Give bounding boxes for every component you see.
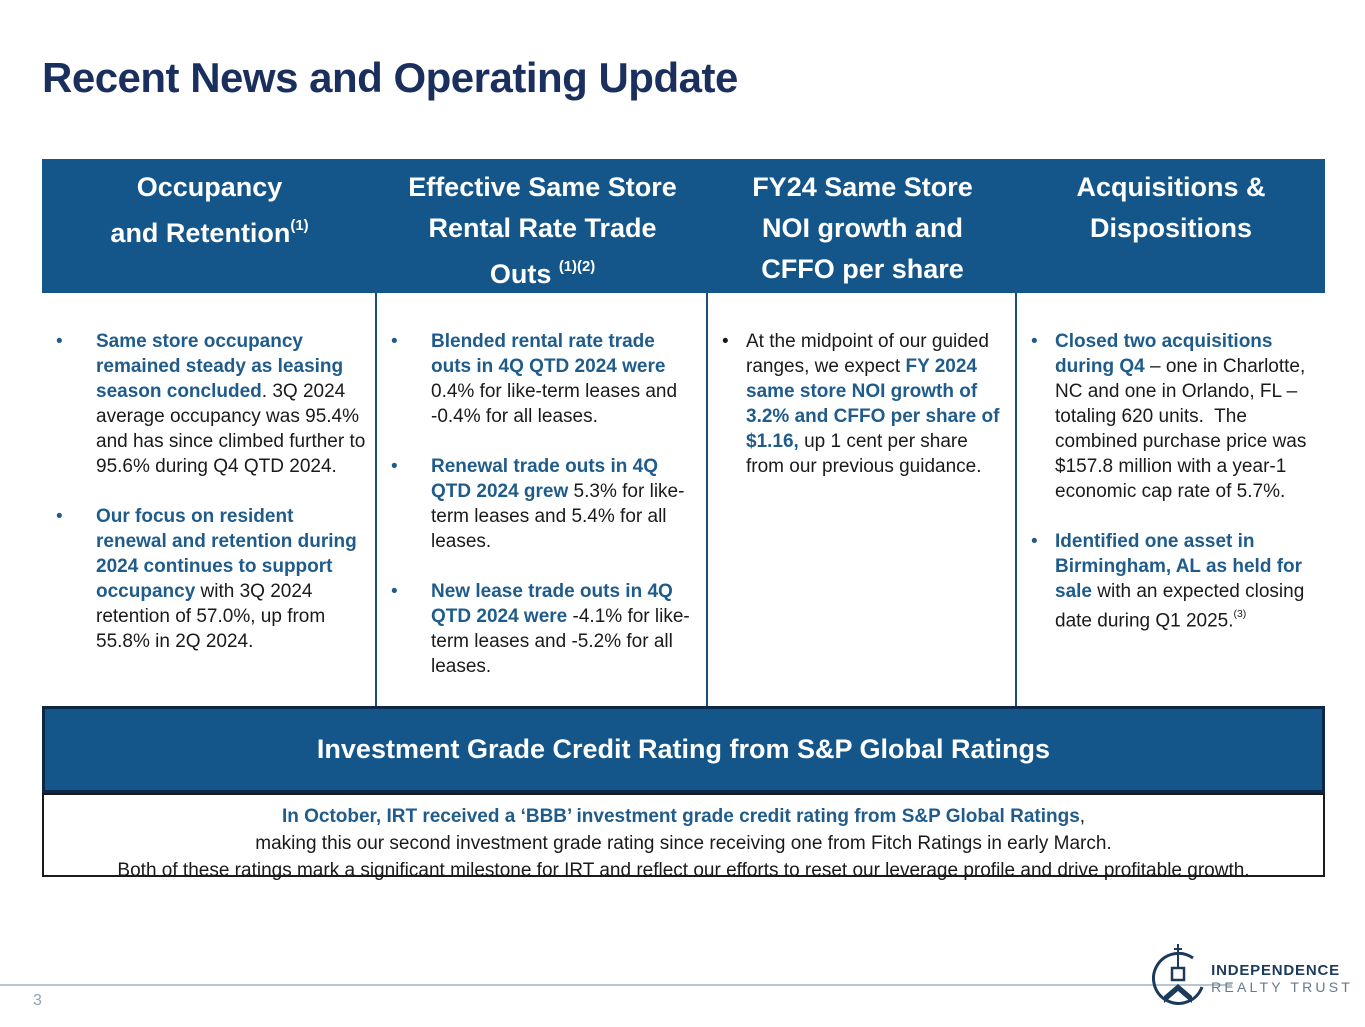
plain-text: with 3Q 2024 retention of 57.0%, up from… bbox=[96, 581, 331, 652]
header-line: Rental Rate Trade bbox=[377, 208, 708, 249]
bullet-text: At the midpoint of our guided ranges, we… bbox=[746, 329, 1007, 479]
bullet-text: Our focus on resident renewal and retent… bbox=[96, 504, 367, 654]
header-line: NOI growth and bbox=[708, 208, 1017, 249]
plain-text: Outs bbox=[489, 259, 559, 289]
bullet-marker: • bbox=[391, 456, 398, 477]
plain-text: and Retention bbox=[110, 218, 291, 248]
emphasis-text: Renewal trade outs in 4Q QTD 2024 grew bbox=[431, 456, 664, 502]
header-line: FY24 Same Store bbox=[708, 167, 1017, 208]
bullet-text: New lease trade outs in 4Q QTD 2024 were… bbox=[431, 579, 698, 679]
bullet-marker: • bbox=[722, 331, 729, 352]
bullet-marker: • bbox=[1031, 331, 1038, 352]
footer-divider bbox=[0, 984, 1232, 986]
emphasis-text: Same store occupancy remained steady as … bbox=[96, 331, 349, 402]
plain-text: Dispositions bbox=[1089, 213, 1252, 243]
header-line: Effective Same Store bbox=[377, 167, 708, 208]
plain-text: , bbox=[1079, 806, 1086, 827]
bullet-text: Renewal trade outs in 4Q QTD 2024 grew 5… bbox=[431, 454, 698, 554]
bullet-marker: • bbox=[391, 331, 398, 352]
table-body-row: • Same store occupancy remained steady as… bbox=[42, 293, 1325, 706]
column-body-rental-rate-trade-outs: • Blended rental rate trade outs in 4Q QT… bbox=[377, 293, 708, 706]
emphasis-text: Closed two acquisitions during Q4 bbox=[1055, 331, 1278, 377]
column-header-occupancy-retention: Occupancy and Retention(1) bbox=[42, 159, 377, 293]
info-line-1: In October, IRT received a ‘BBB’ investm… bbox=[44, 803, 1323, 830]
credit-rating-details-box: In October, IRT received a ‘BBB’ investm… bbox=[42, 793, 1325, 881]
column-body-occupancy-retention: • Same store occupancy remained steady as… bbox=[42, 293, 377, 706]
emphasis-text: New lease trade outs in 4Q QTD 2024 were bbox=[431, 581, 679, 627]
plain-text: Effective Same Store bbox=[408, 172, 677, 202]
bullet-item: • Closed two acquisitions during Q4 – one… bbox=[1025, 329, 1317, 504]
page-number: 3 bbox=[33, 992, 42, 1009]
plain-text: NOI growth and bbox=[762, 213, 963, 243]
bullet-item: • Renewal trade outs in 4Q QTD 2024 grew … bbox=[385, 454, 698, 554]
info-line-3: Both of these ratings mark a significant… bbox=[117, 860, 1250, 881]
plain-text: Acquisitions & bbox=[1076, 172, 1266, 202]
logo-company-subname: REALTY TRUST bbox=[1211, 979, 1353, 996]
header-line: Dispositions bbox=[1017, 208, 1325, 249]
bullet-text: Same store occupancy remained steady as … bbox=[96, 329, 367, 479]
bullet-item: • Our focus on resident renewal and reten… bbox=[50, 504, 367, 654]
bullet-item: • Blended rental rate trade outs in 4Q QT… bbox=[385, 329, 698, 429]
bullet-text: Blended rental rate trade outs in 4Q QTD… bbox=[431, 329, 698, 429]
emphasis-text: Identified one asset in Birmingham, AL a… bbox=[1055, 531, 1308, 602]
bullet-text: Closed two acquisitions during Q4 – one … bbox=[1055, 329, 1317, 504]
column-body-noi-cffo-guidance: • At the midpoint of our guided ranges, w… bbox=[708, 293, 1017, 706]
independence-hall-tower-icon bbox=[1147, 940, 1207, 1017]
bullet-marker: • bbox=[1031, 531, 1038, 552]
logo-company-name: INDEPENDENCE bbox=[1211, 961, 1340, 979]
bullet-item: • Same store occupancy remained steady as… bbox=[50, 329, 367, 479]
plain-text: At the midpoint of our guided ranges, we… bbox=[746, 331, 995, 377]
plain-text: with an expected closing date during Q1 … bbox=[1055, 581, 1310, 632]
summary-table: Occupancy and Retention(1) Effective Same … bbox=[42, 159, 1325, 706]
column-header-noi-cffo-guidance: FY24 Same Store NOI growth and CFFO per sh… bbox=[708, 159, 1017, 293]
emphasis-text: In October, IRT received a ‘BBB’ investm… bbox=[281, 806, 1080, 827]
plain-text: 5.3% for like-term leases and 5.4% for a… bbox=[431, 481, 685, 552]
plain-text: CFFO per share bbox=[761, 254, 964, 284]
bullet-item: • Identified one asset in Birmingham, AL … bbox=[1025, 529, 1317, 633]
plain-text: Rental Rate Trade bbox=[428, 213, 657, 243]
page-title: Recent News and Operating Update bbox=[42, 54, 738, 101]
header-line: Occupancy bbox=[42, 167, 377, 208]
column-header-acquisitions-dispositions: Acquisitions & Dispositions bbox=[1017, 159, 1325, 293]
bullet-marker: • bbox=[391, 581, 398, 602]
plain-text: . 3Q 2024 average occupancy was 95.4% an… bbox=[96, 381, 371, 477]
bullet-item: • At the midpoint of our guided ranges, w… bbox=[716, 329, 1007, 479]
header-line: Outs (1)(2) bbox=[377, 249, 708, 295]
info-line-2: making this our second investment grade … bbox=[255, 833, 1112, 854]
banner-title: Investment Grade Credit Rating from S&P … bbox=[316, 734, 1051, 764]
header-line: Acquisitions & bbox=[1017, 167, 1325, 208]
company-logo: INDEPENDENCE REALTY TRUST bbox=[1147, 940, 1353, 1017]
plain-text: – one in Charlotte, NC and one in Orland… bbox=[1055, 356, 1312, 502]
footnote-marker: (1)(2) bbox=[558, 258, 596, 275]
plain-text: Occupancy bbox=[136, 172, 283, 202]
logo-text: INDEPENDENCE REALTY TRUST bbox=[1211, 962, 1353, 995]
credit-rating-banner: Investment Grade Credit Rating from S&P … bbox=[42, 706, 1325, 793]
plain-text: -4.1% for like-term leases and -5.2% for… bbox=[431, 606, 690, 677]
column-header-rental-rate-trade-outs: Effective Same Store Rental Rate Trade Out… bbox=[377, 159, 708, 293]
bullet-marker: • bbox=[56, 506, 63, 527]
emphasis-text: FY 2024 same store NOI growth of 3.2% an… bbox=[746, 356, 1005, 452]
table-header-row: Occupancy and Retention(1) Effective Same … bbox=[42, 159, 1325, 293]
header-line: and Retention(1) bbox=[42, 208, 377, 254]
emphasis-text: Blended rental rate trade outs in 4Q QTD… bbox=[431, 331, 666, 377]
plain-text: up 1 cent per share from our previous gu… bbox=[746, 431, 982, 477]
plain-text: 0.4% for like-term leases and -0.4% for … bbox=[431, 356, 683, 427]
footnote-marker: (1) bbox=[290, 217, 309, 234]
emphasis-text: Our focus on resident renewal and retent… bbox=[96, 506, 363, 602]
bullet-text: Identified one asset in Birmingham, AL a… bbox=[1055, 529, 1317, 633]
bullet-marker: • bbox=[56, 331, 63, 352]
plain-text: FY24 Same Store bbox=[752, 172, 973, 202]
header-line: CFFO per share bbox=[708, 249, 1017, 290]
bullet-item: • New lease trade outs in 4Q QTD 2024 wer… bbox=[385, 579, 698, 679]
column-body-acquisitions-dispositions: • Closed two acquisitions during Q4 – one… bbox=[1017, 293, 1325, 706]
footnote-marker: (3) bbox=[1233, 609, 1247, 621]
